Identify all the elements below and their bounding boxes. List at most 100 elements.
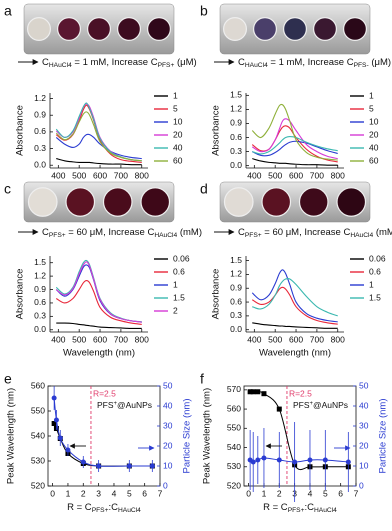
x-axis-label-part: :C <box>108 502 118 513</box>
data-point <box>250 459 256 465</box>
caption-part: (mM) <box>177 227 202 238</box>
y-tick-label: 560 <box>31 380 45 390</box>
caption-part: HAuCl4 <box>49 62 72 69</box>
data-point <box>65 447 71 453</box>
y-axis-label: Absorbance <box>211 105 222 156</box>
x-tick-label: 0 <box>246 488 251 498</box>
caption-part: C <box>42 57 49 68</box>
y-tick-label: 520 <box>227 480 241 490</box>
spectrum-line <box>252 140 338 157</box>
y-tick-label: 1.2 <box>230 104 242 114</box>
data-point <box>261 391 267 397</box>
legend-label: 0.6 <box>173 266 185 276</box>
photo-well <box>116 17 141 41</box>
data-point <box>255 457 261 463</box>
spectrum-line <box>251 125 338 163</box>
legend-label: 10 <box>369 116 379 126</box>
x-axis-label-part: :C <box>304 502 314 513</box>
y-tick-label: 0.6 <box>230 296 242 306</box>
spectrum-line <box>252 277 338 317</box>
x-tick-label: 400 <box>247 334 261 344</box>
caption-part: HAuCl4 <box>350 232 373 239</box>
x-axis-label: R = CPFS+:CHAuCl4 <box>263 502 337 515</box>
y-axis-label: Peak Wavelength (nm) <box>6 388 17 484</box>
x-tick-label: 800 <box>331 334 345 344</box>
spectrum-line <box>55 261 142 323</box>
y2-tick-label: 50 <box>163 380 173 390</box>
photo-well <box>56 17 81 41</box>
legend-label: 20 <box>173 129 183 139</box>
data-point <box>96 463 102 469</box>
panel-label: a <box>4 3 12 19</box>
y2-tick-label: 0 <box>163 480 168 490</box>
x-axis-label-part: R = C <box>263 502 288 513</box>
caption-part: = 60 μM, Increase C <box>262 227 351 238</box>
legend-label: 5 <box>173 103 178 113</box>
caption-part: PFS- <box>354 62 369 69</box>
data-point <box>51 395 57 401</box>
data-point <box>149 463 155 469</box>
y-tick-label: 540 <box>227 442 241 452</box>
x-axis-label-part: PFS+ <box>92 507 109 514</box>
y-axis-label: Absorbance <box>15 269 26 320</box>
y-tick-label: 0.3 <box>230 310 242 320</box>
annotation-note-part: PFS <box>97 400 114 410</box>
caption: CPFS+ = 60 μM, Increase CHAuCl4 (mM) <box>42 227 202 240</box>
x-tick-label: 4 <box>112 488 117 498</box>
y-tick-label: 1.2 <box>34 93 46 103</box>
caption: CPFS+ = 60 μM, Increase CHAuCl4 (mM) <box>238 227 392 240</box>
legend-label: 60 <box>369 155 379 165</box>
x-tick-label: 600 <box>289 170 303 180</box>
x-axis-label-part: R = C <box>67 502 92 513</box>
data-point <box>80 459 86 465</box>
y-tick-label: 1.5 <box>34 257 46 267</box>
data-point <box>261 455 267 461</box>
spectrum-line <box>55 102 142 162</box>
legend-label: 1 <box>369 90 374 100</box>
legend-label: 40 <box>369 142 379 152</box>
y-tick-label: 0.3 <box>230 146 242 156</box>
y-axis-label: Absorbance <box>15 105 26 156</box>
legend-label: 1 <box>173 279 178 289</box>
data-point <box>126 463 132 469</box>
y-tick-label: 0.0 <box>230 160 242 170</box>
caption-part: PFS+ <box>49 232 66 239</box>
caption-part: = 1 mM, Increase C <box>72 57 158 68</box>
y-tick-label: 550 <box>227 423 241 433</box>
caption-part: C <box>42 227 49 238</box>
y-tick-label: 550 <box>31 405 45 415</box>
y2-tick-label: 10 <box>163 460 173 470</box>
x-tick-label: 400 <box>51 170 65 180</box>
legend-label: 2 <box>173 305 178 315</box>
caption-part: (μM) <box>369 57 391 68</box>
caption-part: C <box>238 227 245 238</box>
x-axis-label-part: HAuCl4 <box>314 507 337 514</box>
y2-tick-label: 10 <box>359 460 369 470</box>
x-tick-label: 700 <box>114 170 128 180</box>
x-tick-label: 6 <box>338 488 343 498</box>
photo-well <box>27 17 51 41</box>
legend-label: 1.5 <box>369 292 381 302</box>
annotation-label: R=2.5 <box>93 388 116 398</box>
data-point <box>345 459 351 465</box>
y-tick-label: 530 <box>31 455 45 465</box>
legend-label: 60 <box>173 155 183 165</box>
annotation-note-part: PFS <box>293 400 310 410</box>
caption-part: (μM) <box>174 57 196 68</box>
legend-label: 1 <box>369 279 374 289</box>
y2-tick-label: 40 <box>359 400 369 410</box>
spectrum-line <box>56 158 142 166</box>
data-point <box>255 389 261 395</box>
data-point <box>250 389 256 395</box>
x-tick-label: 5 <box>127 488 132 498</box>
legend-label: 0.06 <box>369 253 386 263</box>
x-tick-label: 600 <box>93 170 107 180</box>
spectrum-line <box>55 103 142 162</box>
x-tick-label: 6 <box>142 488 147 498</box>
x-tick-label: 500 <box>72 334 86 344</box>
y-axis-label: Peak Wavelength (nm) <box>202 388 213 484</box>
panel-label: d <box>200 181 208 197</box>
panel-label: e <box>4 371 12 387</box>
y2-tick-label: 20 <box>163 440 173 450</box>
y-tick-label: 1.2 <box>34 270 46 280</box>
